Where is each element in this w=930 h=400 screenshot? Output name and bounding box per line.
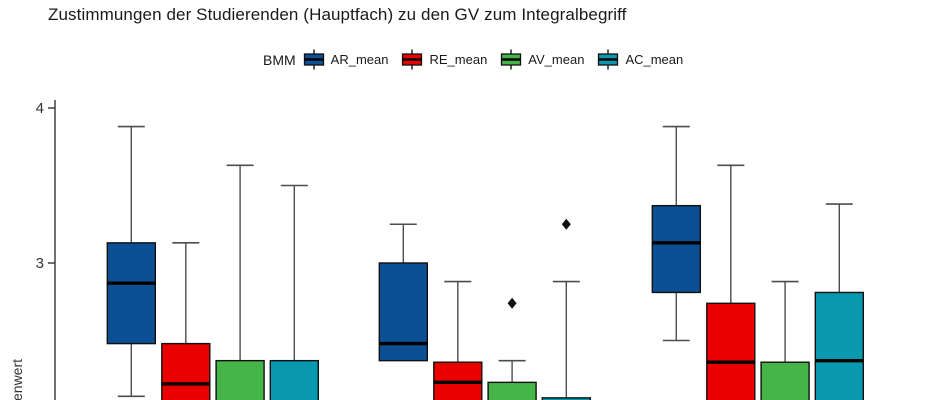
y-tick-label: 4	[36, 100, 44, 117]
legend-key-boxplot-icon	[402, 49, 423, 70]
legend-key-boxplot-icon	[303, 49, 324, 70]
legend-item-AC_mean: AC_mean	[597, 49, 683, 70]
box-AR_mean	[651, 204, 701, 294]
y-axis-label: enwert	[9, 359, 25, 400]
legend-label: AV_mean	[528, 52, 585, 67]
legend-label: AR_mean	[330, 52, 389, 67]
box-AC_mean	[814, 291, 864, 400]
box-AV_mean	[760, 361, 810, 400]
box-AC_mean	[541, 397, 591, 400]
box-AR_mean	[106, 242, 157, 345]
outlier-point	[507, 297, 517, 309]
legend: BMM AR_mean RE_mean AV_mean AC_mean	[263, 49, 696, 70]
legend-key-boxplot-icon	[598, 49, 619, 70]
y-tick-label: 3	[36, 255, 44, 272]
box-RE_mean	[706, 302, 756, 400]
box-AR_mean	[378, 262, 428, 362]
box-RE_mean	[161, 342, 211, 400]
box-AV_mean	[215, 359, 265, 400]
outlier-point	[561, 218, 571, 230]
legend-item-RE_mean: RE_mean	[401, 49, 487, 70]
legend-label: AC_mean	[625, 52, 684, 67]
legend-title: BMM	[263, 51, 296, 68]
box-AC_mean	[269, 359, 319, 400]
legend-key-boxplot-icon	[501, 49, 522, 70]
legend-label: RE_mean	[429, 52, 488, 67]
box-AV_mean	[487, 381, 537, 400]
chart-title: Zustimmungen der Studierenden (Hauptfach…	[48, 5, 627, 24]
legend-item-AV_mean: AV_mean	[500, 49, 584, 70]
legend-item-AR_mean: AR_mean	[303, 49, 389, 70]
